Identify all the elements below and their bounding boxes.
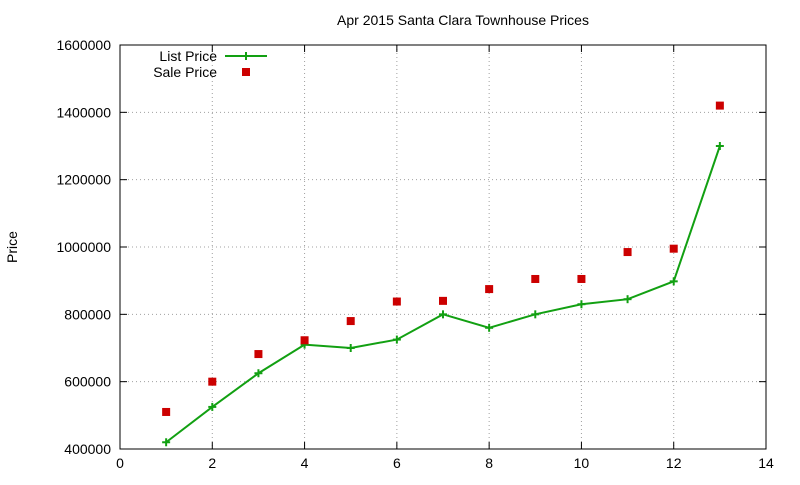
sale-price-point [531, 274, 540, 283]
legend-marker [242, 68, 250, 76]
series-layer [162, 101, 724, 447]
sale-price-point [162, 407, 171, 416]
sale-price-series [162, 101, 724, 416]
y-tick-label: 1600000 [56, 37, 111, 53]
x-tick-label: 4 [301, 455, 309, 471]
sale-price-point [439, 296, 447, 305]
y-tick-label: 600000 [64, 374, 111, 390]
list-price-point [346, 344, 355, 352]
y-tick-label: 800000 [64, 306, 111, 322]
list-price-line [165, 145, 721, 444]
sale-price-point [346, 317, 355, 326]
sale-price-point [623, 248, 632, 257]
x-tick-label: 10 [574, 455, 590, 471]
list-price-point [623, 295, 632, 304]
sale-price-point [392, 297, 401, 306]
sale-price-point [485, 285, 494, 294]
list-price-series [162, 142, 724, 447]
y-tick-label: 1400000 [56, 104, 111, 120]
legend-marker [242, 52, 250, 60]
list-price-point [392, 335, 401, 344]
x-tick-label: 6 [393, 455, 401, 471]
list-price-point [254, 369, 263, 378]
list-price-point [485, 323, 494, 332]
x-tick-label: 8 [485, 455, 493, 471]
y-axis-label: Price [4, 231, 20, 263]
list-price-point [162, 438, 171, 447]
list-price-point [577, 300, 586, 309]
grid-lines [120, 45, 766, 449]
legend-label: Sale Price [153, 64, 217, 80]
x-tick-label: 0 [116, 455, 124, 471]
sale-price-point [300, 336, 309, 345]
x-tick-label: 2 [208, 455, 216, 471]
list-price-point [531, 310, 540, 319]
axes: 0 2 4 6 8 10 12 14 400000 600000 800000 1000000 1200… [56, 37, 774, 471]
sale-price-point [715, 101, 724, 110]
legend-label: List Price [159, 48, 217, 64]
sale-price-point [254, 350, 263, 359]
list-price-point [439, 310, 447, 319]
x-tick-label: 14 [758, 455, 774, 471]
x-tick-label: 12 [666, 455, 682, 471]
list-price-point [208, 402, 217, 411]
sale-price-point [577, 274, 586, 283]
sale-price-point [669, 244, 678, 253]
chart-title: Apr 2015 Santa Clara Townhouse Prices [337, 12, 589, 28]
list-price-point [715, 142, 724, 150]
list-price-point [669, 277, 678, 286]
y-tick-label: 1000000 [56, 239, 111, 255]
y-tick-label: 1200000 [56, 172, 111, 188]
sale-price-point [208, 377, 217, 386]
y-tick-label: 400000 [64, 441, 111, 457]
